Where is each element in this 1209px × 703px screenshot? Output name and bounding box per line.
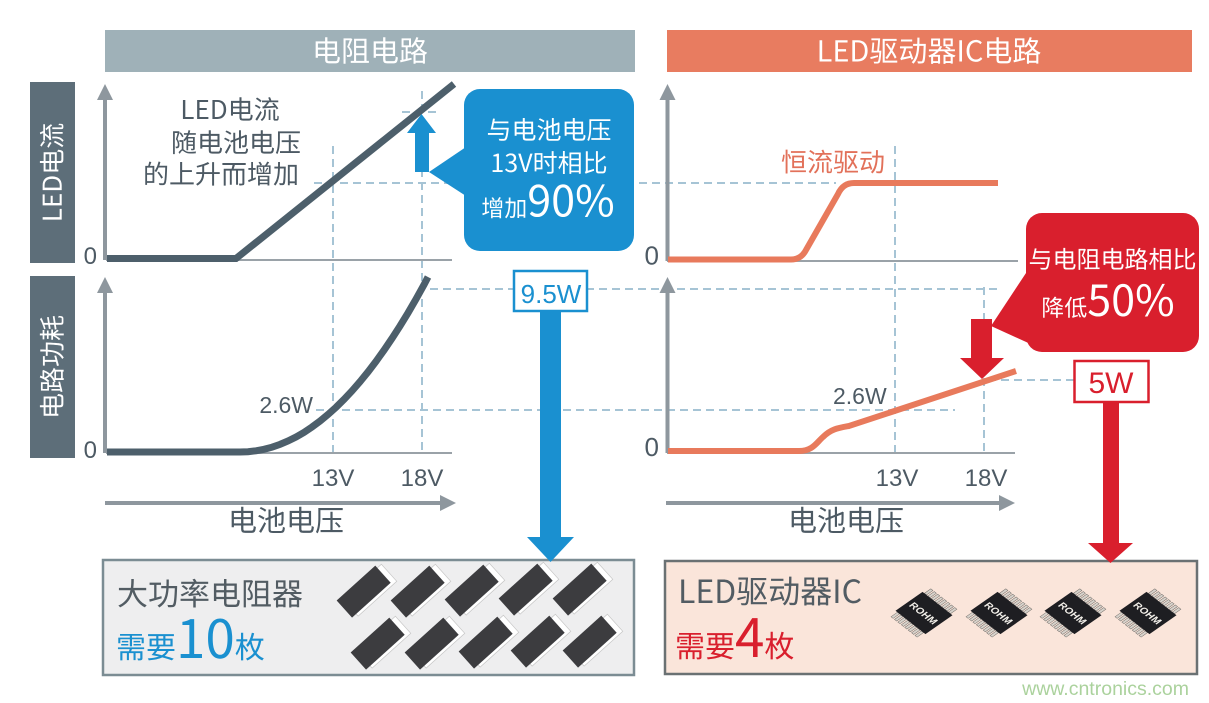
svg-text:0: 0 [645, 432, 659, 462]
svg-text:13V: 13V [876, 465, 919, 492]
svg-text:www.cntronics.com: www.cntronics.com [1021, 678, 1189, 700]
svg-text:2.6W: 2.6W [259, 392, 313, 418]
svg-text:18V: 18V [965, 465, 1008, 492]
svg-text:13V: 13V [312, 465, 355, 492]
svg-text:5W: 5W [1089, 367, 1135, 400]
svg-text:9.5W: 9.5W [521, 279, 582, 309]
svg-text:18V: 18V [401, 465, 444, 492]
svg-text:2.6W: 2.6W [833, 383, 887, 409]
svg-text:0: 0 [84, 437, 97, 464]
svg-text:0: 0 [84, 243, 97, 270]
svg-text:0: 0 [645, 241, 659, 271]
